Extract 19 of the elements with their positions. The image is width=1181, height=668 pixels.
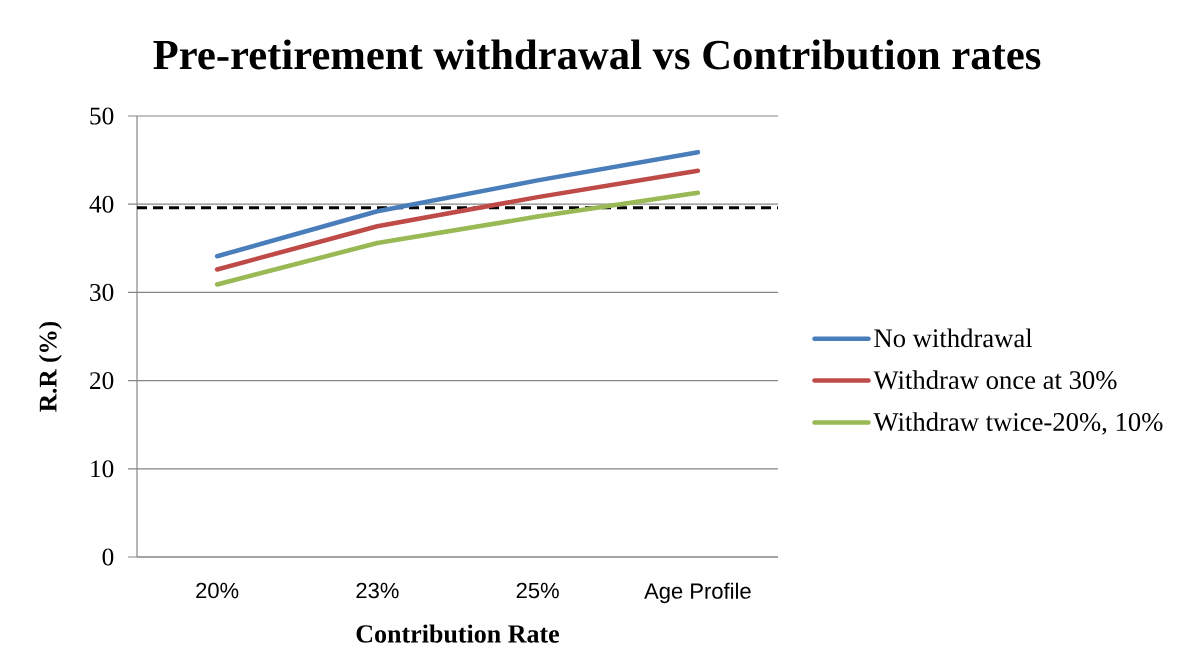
line-series bbox=[214, 149, 701, 259]
y-tick-label: 10 bbox=[91, 460, 114, 478]
y-tick-label: 50 bbox=[90, 107, 114, 125]
x-tick-label: 25% bbox=[516, 582, 559, 599]
x-tick-label: Age Profile bbox=[644, 582, 751, 604]
legend-label: No withdrawal bbox=[874, 328, 1033, 348]
x-tick-label: 23% bbox=[356, 582, 399, 599]
line-series bbox=[214, 168, 701, 272]
y-axis-title: R.R (%) bbox=[38, 321, 62, 412]
y-tick-label: 0 bbox=[102, 548, 114, 566]
y-tick-label: 40 bbox=[89, 195, 114, 213]
line-series bbox=[214, 190, 701, 287]
y-tick-label: 30 bbox=[90, 283, 114, 301]
y-tick-label: 20 bbox=[90, 372, 114, 390]
legend-label: Withdraw once at 30% bbox=[873, 370, 1117, 390]
x-tick-label: 20% bbox=[196, 582, 239, 599]
legend-label: Withdraw twice-20%, 10% bbox=[873, 412, 1163, 435]
x-axis-title: Contribution Rate bbox=[356, 624, 560, 643]
chart-title: Pre-retirement withdrawal vs Contribution rates bbox=[153, 39, 1041, 70]
